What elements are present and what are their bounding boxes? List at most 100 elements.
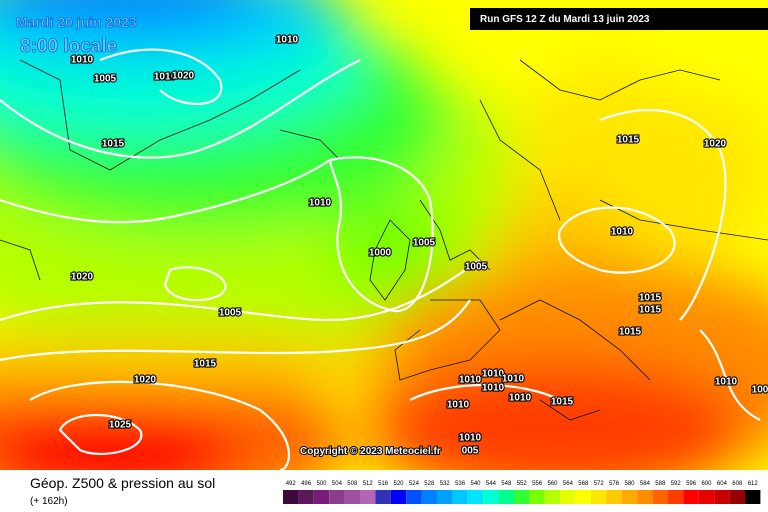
level-label: 520 bbox=[393, 481, 404, 487]
isobar-label: 1005 bbox=[219, 308, 242, 319]
level-label: 532 bbox=[440, 481, 451, 487]
level-label: 568 bbox=[578, 481, 589, 487]
level-label: 580 bbox=[624, 481, 635, 487]
level-label: 584 bbox=[640, 481, 651, 487]
level-swatch bbox=[452, 490, 468, 504]
level-swatch bbox=[344, 490, 360, 504]
isobar-label: 1010 bbox=[509, 393, 532, 404]
level-swatch bbox=[698, 490, 715, 504]
level-label: 528 bbox=[424, 481, 435, 487]
isobar-label: 1010 bbox=[154, 72, 177, 83]
level-swatch bbox=[560, 490, 576, 504]
level-swatch bbox=[467, 490, 484, 504]
isobar-label: 1020 bbox=[134, 375, 157, 386]
level-swatch bbox=[637, 490, 653, 504]
isobar-label: 1010 bbox=[276, 35, 299, 46]
level-swatch bbox=[406, 490, 422, 504]
run-banner bbox=[470, 8, 768, 30]
level-swatch bbox=[544, 490, 561, 504]
level-label: 600 bbox=[701, 481, 712, 487]
level-label: 492 bbox=[286, 481, 297, 487]
isobar-label: 1010 bbox=[502, 374, 525, 385]
level-label: 560 bbox=[547, 481, 558, 487]
level-swatch bbox=[437, 490, 453, 504]
level-label: 536 bbox=[455, 481, 466, 487]
level-swatch bbox=[313, 490, 330, 504]
level-label: 588 bbox=[655, 481, 666, 487]
level-swatch bbox=[298, 490, 314, 504]
level-swatch bbox=[575, 490, 591, 504]
level-label: 596 bbox=[686, 481, 697, 487]
level-label: 548 bbox=[501, 481, 512, 487]
time: 8:00 locale bbox=[20, 36, 117, 57]
isobar-label: 1010 bbox=[459, 433, 482, 444]
level-label: 564 bbox=[563, 481, 574, 487]
footer-title: Géop. Z500 & pression au sol bbox=[30, 475, 215, 491]
isobar-label: 1000 bbox=[369, 248, 392, 259]
level-label: 512 bbox=[363, 481, 374, 487]
level-swatch bbox=[729, 490, 745, 504]
level-label: 496 bbox=[301, 481, 312, 487]
isobar-label: 1005 bbox=[94, 74, 117, 85]
level-swatch bbox=[668, 490, 684, 504]
level-swatch bbox=[683, 490, 699, 504]
level-swatch bbox=[390, 490, 407, 504]
isobar-label: 1010 bbox=[447, 400, 470, 411]
level-label: 592 bbox=[671, 481, 682, 487]
level-label: 556 bbox=[532, 481, 543, 487]
isobar-label: 1005 bbox=[413, 238, 436, 249]
level-swatch bbox=[745, 490, 761, 504]
isobar-label: 1010 bbox=[309, 198, 332, 209]
isobar-label: 1010 bbox=[715, 377, 738, 388]
date: Mardi 20 juin 2023 bbox=[16, 14, 137, 30]
isobar-label: 1025 bbox=[109, 420, 132, 431]
isobar-label: 1015 bbox=[551, 397, 574, 408]
isobar-label: 1020 bbox=[71, 272, 94, 283]
level-swatch bbox=[421, 490, 437, 504]
level-swatch bbox=[375, 490, 391, 504]
level-label: 540 bbox=[470, 481, 481, 487]
level-swatch bbox=[329, 490, 345, 504]
copyright: Copyright © 2023 Meteociel.fr bbox=[300, 446, 441, 457]
level-label: 604 bbox=[717, 481, 728, 487]
level-swatch bbox=[591, 490, 607, 504]
isobar-label: 1020 bbox=[172, 71, 195, 82]
level-label: 508 bbox=[347, 481, 358, 487]
level-label: 516 bbox=[378, 481, 389, 487]
isobar-label: 1010 bbox=[482, 383, 505, 394]
level-label: 500 bbox=[316, 481, 327, 487]
level-label: 572 bbox=[594, 481, 605, 487]
isobar-label: 1010 bbox=[482, 369, 505, 380]
level-label: 552 bbox=[517, 481, 528, 487]
level-label: 576 bbox=[609, 481, 620, 487]
level-label: 608 bbox=[732, 481, 743, 487]
run-info: Run GFS 12 Z du Mardi 13 juin 2023 bbox=[480, 14, 650, 25]
isobar-label: 1015 bbox=[619, 327, 642, 338]
isobar-label: 1020 bbox=[704, 139, 727, 150]
level-swatch bbox=[483, 490, 499, 504]
isobar-label: 100 bbox=[752, 385, 768, 396]
level-swatch bbox=[360, 490, 376, 504]
level-label: 524 bbox=[409, 481, 420, 487]
level-swatch bbox=[529, 490, 545, 504]
isobar-label: 1010 bbox=[611, 227, 634, 238]
level-label: 504 bbox=[332, 481, 343, 487]
level-label: 544 bbox=[486, 481, 497, 487]
level-swatch bbox=[498, 490, 514, 504]
isobar-label: 1015 bbox=[102, 139, 125, 150]
level-swatch bbox=[606, 490, 622, 504]
isobar-label: 1015 bbox=[639, 305, 662, 316]
level-swatch bbox=[283, 490, 299, 504]
level-swatch bbox=[714, 490, 730, 504]
isobar-label: 1005 bbox=[465, 262, 488, 273]
level-label: 612 bbox=[748, 481, 759, 487]
footer-subtitle: (+ 162h) bbox=[30, 496, 68, 507]
isobar-label: 1015 bbox=[194, 359, 217, 370]
isobar-label: 1010 bbox=[459, 375, 482, 386]
isobar-label: 005 bbox=[462, 446, 479, 457]
isobar-label: 1010 bbox=[71, 55, 94, 66]
level-swatch bbox=[652, 490, 668, 504]
isobar-label: 1015 bbox=[639, 293, 662, 304]
